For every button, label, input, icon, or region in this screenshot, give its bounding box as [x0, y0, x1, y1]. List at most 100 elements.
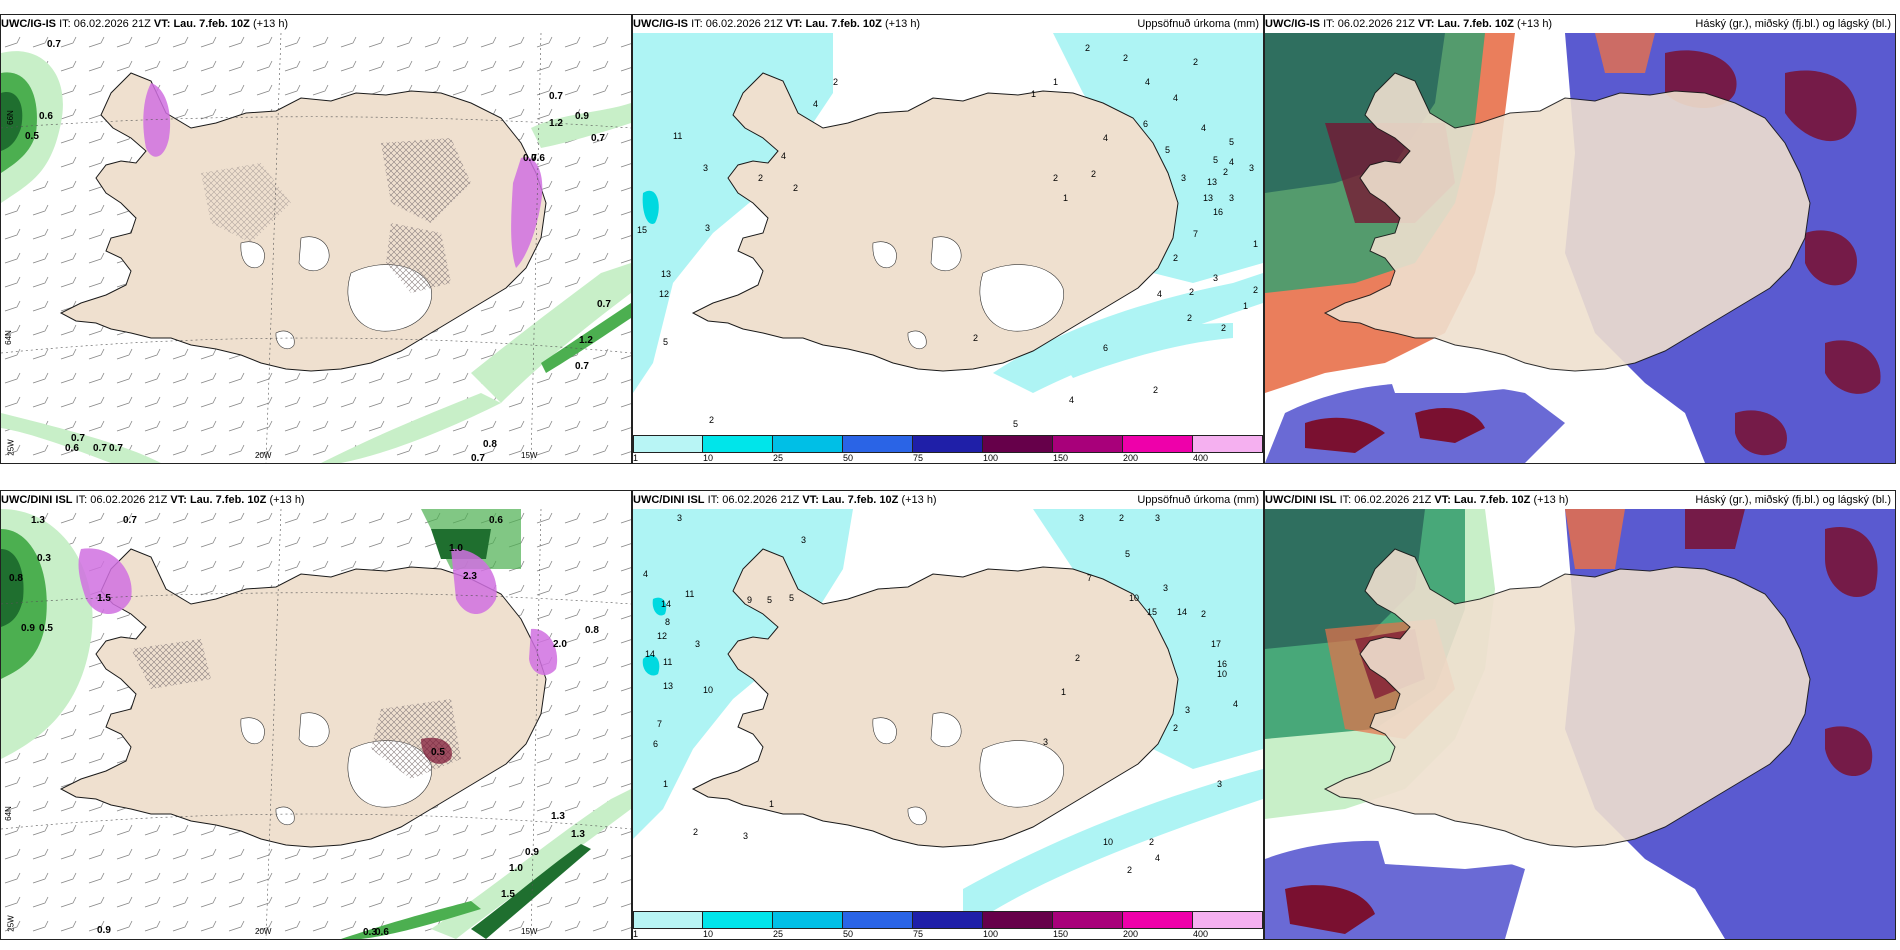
vt-label: VT:: [802, 494, 819, 506]
contour-label: 1.3: [551, 811, 565, 822]
colorbar-swatch: [1123, 435, 1193, 453]
colorbar-tick: 75: [913, 453, 924, 463]
colorbar-tick: 10: [703, 453, 714, 463]
colorbar-tick: 75: [913, 929, 924, 939]
precip-value: 2: [973, 333, 979, 343]
precip-value: 10: [1217, 669, 1228, 679]
precip-value: 2: [1149, 837, 1155, 847]
top-middle-panel: UWC/IG-IS IT: 06.02.2026 21Z VT: Lau. 7.…: [632, 14, 1264, 464]
colorbar-swatch: [843, 435, 913, 453]
precip-value: 3: [1185, 705, 1191, 715]
colorbar-frame: [633, 435, 1263, 453]
precip-value: 2: [1223, 167, 1229, 177]
contour-label: 0.9: [21, 623, 35, 634]
colorbar-tick: 200: [1123, 929, 1139, 939]
contour-label: 0.7: [575, 361, 589, 372]
vt-label: VT:: [1434, 494, 1451, 506]
it-label: IT:: [59, 18, 71, 30]
contour-label: 0.3: [363, 927, 377, 938]
it-value: 06.02.2026 21Z: [73, 18, 151, 30]
vt-value: Lau. 7.feb. 10Z: [821, 494, 899, 506]
contour-label: 0.6: [39, 111, 53, 122]
contour-label: 1.0: [449, 543, 463, 554]
lon-label: 25W: [6, 915, 16, 932]
precip-value: 3: [703, 163, 709, 173]
cloud-map: [1265, 33, 1895, 463]
colorbar-swatch: [1053, 911, 1123, 929]
colorbar-swatch: [983, 911, 1053, 929]
contour-label: 0.9: [575, 111, 589, 122]
precip-value: 16: [1217, 659, 1228, 669]
precip-value: 15: [637, 225, 648, 235]
panel-header: UWC/DINI ISL IT: 06.02.2026 21Z VT: Lau.…: [633, 491, 1263, 509]
it-value: 06.02.2026 21Z: [722, 494, 800, 506]
colorbar-tick: 10: [703, 929, 714, 939]
it-value: 06.02.2026 21Z: [1354, 494, 1432, 506]
precip-value: 10: [1129, 593, 1140, 603]
model-name: UWC/IG-IS: [633, 18, 688, 30]
precip-value: 3: [1163, 583, 1169, 593]
contour-label: 0.9: [525, 847, 539, 858]
contour-label: 0.5: [431, 747, 445, 758]
colorbar-swatch: [773, 911, 843, 929]
panel-header: UWC/IG-IS IT: 06.02.2026 21Z VT: Lau. 7.…: [633, 15, 1263, 33]
contour-label: 0.6: [531, 153, 545, 164]
lat-label: 64N: [3, 806, 13, 821]
panel-title: Háský (gr.), miðský (fj.bl.) og lágský (…: [1691, 491, 1891, 509]
colorbar-swatch: [703, 911, 773, 929]
contour-label: 0.9: [97, 925, 111, 936]
colorbar-tick: 25: [773, 453, 784, 463]
precip-value: 3: [1043, 737, 1049, 747]
precip-value: 13: [663, 681, 674, 691]
cloud-map: [1265, 509, 1895, 939]
contour-label: 0.6: [65, 443, 79, 454]
precip-value: 14: [1177, 607, 1188, 617]
contour-label: 0.6: [375, 927, 389, 938]
bottom-right-panel: UWC/DINI ISL IT: 06.02.2026 21Z VT: Lau.…: [1264, 490, 1896, 940]
precip-value: 4: [1233, 699, 1239, 709]
precip-value: 12: [657, 631, 668, 641]
precip-value: 5: [1013, 419, 1019, 429]
it-label: IT:: [1339, 494, 1352, 506]
contour-label: 0.7: [471, 453, 485, 464]
precip-value: 6: [1143, 119, 1149, 129]
precip-value: 5: [1229, 137, 1235, 147]
colorbar-tick: 400: [1193, 929, 1209, 939]
contour-label: 0.5: [25, 131, 39, 142]
precip-value: 2: [1091, 169, 1097, 179]
precip-value: 6: [653, 739, 659, 749]
precip-value: 10: [1103, 837, 1114, 847]
colorbar-frame: [633, 911, 1263, 929]
contour-label: 0.7: [523, 153, 537, 164]
precip-value: 4: [643, 569, 649, 579]
precip-value: 14: [645, 649, 656, 659]
contour-label: 0.7: [591, 133, 605, 144]
model-name: UWC/DINI ISL: [1, 494, 73, 506]
it-value: 06.02.2026 21Z: [1337, 18, 1415, 30]
contour-label: 0.5: [39, 623, 53, 634]
panel-title: Uppsöfnuð úrkoma (mm): [1133, 491, 1259, 509]
precip-value: 1: [769, 799, 775, 809]
precip-value: 13: [1203, 193, 1214, 203]
precip-value: 3: [1249, 163, 1255, 173]
precip-value: 2: [1123, 53, 1129, 63]
precip-value: 13: [1207, 177, 1218, 187]
colorbar-tick: 1: [633, 453, 639, 463]
panel-title: Háský (gr.), miðský (fj.bl.) og lágský (…: [1691, 15, 1891, 33]
precip-value: 5: [1165, 145, 1171, 155]
precip-value: 2: [833, 77, 839, 87]
precip-values: 2 2 2 2 1 1 4 4 11 4 4 3 2 4 2 3 15 13 1…: [633, 33, 1263, 435]
contour-label: 0.8: [9, 573, 23, 584]
colorbar-tick: 200: [1123, 453, 1139, 463]
colorbar-tick: 150: [1053, 929, 1069, 939]
precip-value: 2: [758, 173, 764, 183]
contour-labels: 1.3 0.7 0.6 0.3 0.8 0.9 0.5 1.0 2.3 1.5 …: [1, 509, 631, 939]
vt-label: VT:: [1417, 18, 1435, 30]
precip-value: 1: [1053, 77, 1059, 87]
lon-label: 15W: [521, 451, 538, 460]
precip-value: 9: [747, 595, 753, 605]
contour-label: 0.7: [109, 443, 123, 454]
precip-value: 2: [1153, 385, 1159, 395]
lead-time: (+13 h): [884, 18, 921, 30]
precip-value: 3: [1155, 513, 1161, 523]
